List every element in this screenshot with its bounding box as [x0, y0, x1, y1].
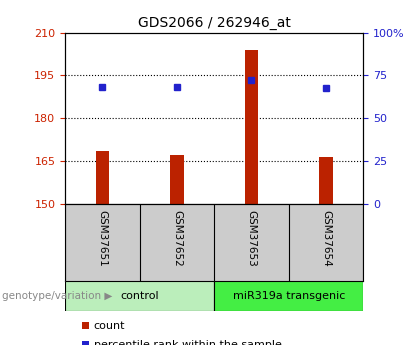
Bar	[214, 281, 363, 310]
Text: GSM37654: GSM37654	[321, 210, 331, 266]
Bar	[82, 322, 89, 329]
Title: GDS2066 / 262946_at: GDS2066 / 262946_at	[138, 16, 291, 30]
Text: miR319a transgenic: miR319a transgenic	[233, 291, 345, 301]
Text: percentile rank within the sample: percentile rank within the sample	[94, 340, 281, 345]
Bar	[170, 155, 184, 204]
Text: control: control	[121, 291, 159, 301]
Bar	[96, 151, 109, 204]
Bar	[65, 281, 214, 310]
Bar	[82, 341, 89, 345]
Text: GSM37653: GSM37653	[247, 210, 257, 266]
Text: GSM37652: GSM37652	[172, 210, 182, 266]
Bar	[245, 50, 258, 204]
Text: GSM37651: GSM37651	[97, 210, 108, 266]
Bar	[319, 157, 333, 204]
Text: genotype/variation ▶: genotype/variation ▶	[2, 291, 113, 301]
Text: count: count	[94, 321, 125, 331]
